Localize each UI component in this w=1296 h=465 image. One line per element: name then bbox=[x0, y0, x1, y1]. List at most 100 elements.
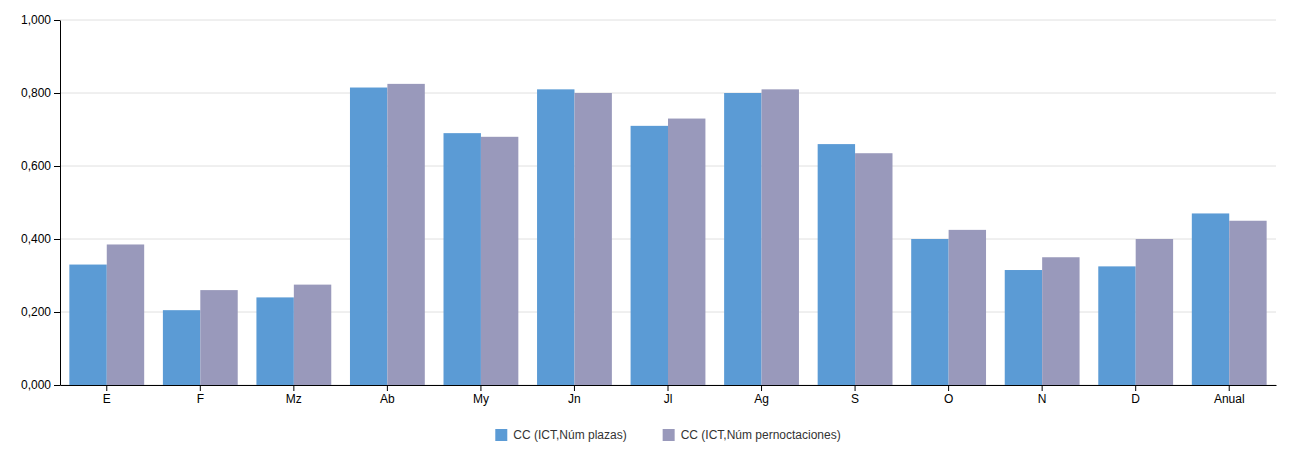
x-tick-mark bbox=[1229, 385, 1230, 391]
plot: 0,000 0,200 0,400 0,600 0,800 1,000 E F Mz Ab My Jn… bbox=[21, 13, 1277, 405]
x-axis: E F Mz Ab My Jn Jl Ag S O N D Anual bbox=[61, 385, 1277, 406]
y-tick: 0,200 bbox=[21, 305, 60, 319]
y-tick-mark bbox=[54, 312, 60, 313]
x-tick: F bbox=[197, 385, 204, 406]
x-tick-label: My bbox=[473, 392, 489, 406]
x-tick-mark bbox=[668, 385, 669, 391]
x-tick-mark bbox=[1042, 385, 1043, 391]
legend-swatch bbox=[495, 429, 507, 441]
x-tick-label: Mz bbox=[286, 392, 302, 406]
x-tick-mark bbox=[200, 385, 201, 391]
y-tick-label: 0,600 bbox=[21, 159, 51, 173]
x-tick-label: Jl bbox=[664, 392, 673, 406]
y-tick-mark bbox=[54, 385, 60, 386]
bar bbox=[911, 239, 948, 385]
bar bbox=[1136, 239, 1173, 385]
bar bbox=[668, 119, 705, 385]
x-tick-label: Ag bbox=[754, 392, 769, 406]
x-tick-mark bbox=[855, 385, 856, 391]
x-tick: Anual bbox=[1214, 385, 1245, 406]
bar bbox=[294, 285, 331, 385]
x-tick: O bbox=[944, 385, 953, 406]
bar bbox=[350, 88, 387, 385]
bar bbox=[444, 133, 481, 385]
y-tick: 0,400 bbox=[21, 232, 60, 246]
grid-line bbox=[60, 20, 1276, 21]
bar bbox=[163, 310, 200, 385]
x-tick-label: Ab bbox=[380, 392, 395, 406]
x-tick-label: O bbox=[944, 392, 953, 406]
y-tick-label: 0,400 bbox=[21, 232, 51, 246]
bar bbox=[1192, 213, 1229, 385]
bar bbox=[1098, 266, 1135, 385]
x-tick-mark bbox=[948, 385, 949, 391]
bar bbox=[256, 297, 293, 385]
y-tick-mark bbox=[54, 93, 60, 94]
x-tick-mark bbox=[293, 385, 294, 391]
legend-item: CC (ICT,Núm plazas) bbox=[495, 428, 626, 442]
y-tick-mark bbox=[54, 166, 60, 167]
y-tick-label: 1,000 bbox=[21, 13, 51, 27]
x-tick: Jn bbox=[568, 385, 581, 406]
grid-line bbox=[60, 93, 1276, 94]
legend-label: CC (ICT,Núm pernoctaciones) bbox=[681, 428, 841, 442]
legend-swatch bbox=[663, 429, 675, 441]
bar bbox=[949, 230, 986, 385]
chart: 0,000 0,200 0,400 0,600 0,800 1,000 E F Mz Ab My Jn… bbox=[0, 0, 1296, 465]
bar bbox=[1229, 221, 1266, 385]
x-tick: Ab bbox=[380, 385, 395, 406]
y-tick-mark bbox=[54, 239, 60, 240]
bars bbox=[69, 84, 1266, 385]
bar bbox=[818, 144, 855, 385]
x-tick-mark bbox=[1135, 385, 1136, 391]
bar bbox=[387, 84, 424, 385]
x-tick-mark bbox=[106, 385, 107, 391]
bar bbox=[107, 244, 144, 385]
x-tick: Mz bbox=[286, 385, 302, 406]
grid bbox=[60, 20, 1276, 385]
y-tick: 0,600 bbox=[21, 159, 60, 173]
bar bbox=[1042, 257, 1079, 385]
y-axis-line bbox=[60, 21, 61, 386]
bar bbox=[631, 126, 668, 385]
x-tick-mark bbox=[574, 385, 575, 391]
y-tick-mark bbox=[54, 20, 60, 21]
bar-series bbox=[107, 84, 1267, 385]
bar bbox=[574, 93, 611, 385]
x-tick: D bbox=[1131, 385, 1140, 406]
legend-item: CC (ICT,Núm pernoctaciones) bbox=[663, 428, 841, 442]
bar bbox=[200, 290, 237, 385]
x-tick-mark bbox=[480, 385, 481, 391]
bar bbox=[537, 89, 574, 385]
bar bbox=[481, 137, 518, 385]
bar bbox=[1005, 270, 1042, 385]
y-tick: 0,000 bbox=[21, 378, 60, 392]
x-tick-mark bbox=[387, 385, 388, 391]
legend: CC (ICT,Núm plazas) CC (ICT,Núm pernoctac… bbox=[495, 428, 840, 442]
x-tick-label: E bbox=[103, 392, 111, 406]
x-tick: Jl bbox=[664, 385, 673, 406]
bar bbox=[69, 265, 106, 385]
y-tick-label: 0,000 bbox=[21, 378, 51, 392]
x-tick-label: S bbox=[851, 392, 859, 406]
y-tick-label: 0,800 bbox=[21, 86, 51, 100]
bar bbox=[762, 89, 799, 385]
x-tick-mark bbox=[761, 385, 762, 391]
x-tick-label: N bbox=[1038, 392, 1047, 406]
bar-series bbox=[69, 88, 1229, 385]
x-tick: Ag bbox=[754, 385, 769, 406]
x-tick: S bbox=[851, 385, 859, 406]
legend-label: CC (ICT,Núm plazas) bbox=[513, 428, 626, 442]
x-tick-label: Jn bbox=[568, 392, 581, 406]
x-tick-label: F bbox=[197, 392, 204, 406]
bar bbox=[855, 153, 892, 385]
y-tick-label: 0,200 bbox=[21, 305, 51, 319]
x-tick: E bbox=[103, 385, 111, 406]
x-tick: N bbox=[1038, 385, 1047, 406]
x-tick-label: Anual bbox=[1214, 392, 1245, 406]
y-tick: 1,000 bbox=[21, 13, 60, 27]
y-axis: 0,000 0,200 0,400 0,600 0,800 1,000 bbox=[21, 13, 61, 392]
y-tick: 0,800 bbox=[21, 86, 60, 100]
bar bbox=[724, 93, 761, 385]
x-tick-label: D bbox=[1131, 392, 1140, 406]
